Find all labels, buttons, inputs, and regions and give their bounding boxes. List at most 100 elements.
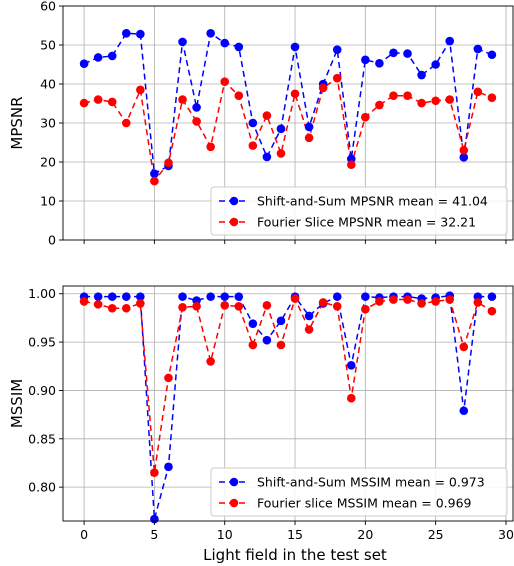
series-line-1	[83, 32, 493, 175]
data-point	[361, 304, 370, 314]
data-point	[136, 29, 145, 39]
data-point	[150, 468, 159, 477]
data-point	[178, 292, 187, 301]
data-point	[248, 340, 258, 350]
data-point	[332, 292, 342, 301]
data-point	[234, 91, 244, 100]
data-point	[403, 91, 412, 100]
data-point	[150, 169, 159, 178]
data-point	[234, 42, 244, 52]
data-point	[417, 70, 426, 80]
data-point	[206, 357, 215, 366]
legend-marker	[229, 477, 239, 487]
data-point	[248, 319, 258, 329]
data-point	[220, 38, 230, 48]
data-point	[389, 295, 398, 304]
data-point	[220, 77, 230, 86]
data-point	[332, 302, 342, 311]
data-point	[304, 122, 314, 132]
data-point	[262, 335, 272, 345]
data-point	[304, 325, 314, 334]
data-point	[417, 98, 426, 108]
data-point	[417, 299, 426, 308]
data-point	[276, 316, 286, 326]
y-tick-label: 30	[40, 116, 56, 131]
data-point	[262, 152, 272, 162]
data-point	[487, 93, 497, 102]
data-point	[220, 301, 230, 310]
x-tick-label: 15	[287, 527, 303, 542]
data-point	[206, 142, 215, 152]
y-axis-title: MSSIM	[8, 379, 26, 428]
data-point	[79, 98, 89, 108]
data-point	[487, 50, 497, 60]
data-point	[375, 59, 384, 68]
y-tick-label: 0.90	[28, 383, 56, 398]
data-point	[79, 59, 89, 69]
x-axis-title: Light field in the test set	[203, 546, 387, 564]
legend	[210, 186, 508, 236]
y-tick-label: 0.85	[28, 431, 56, 446]
data-point	[121, 29, 131, 38]
data-point	[459, 406, 469, 416]
data-point	[164, 373, 173, 383]
y-tick-label: 20	[40, 155, 56, 170]
data-point	[389, 91, 398, 100]
data-point	[459, 153, 469, 162]
data-point	[192, 117, 201, 126]
data-point	[304, 311, 314, 321]
data-point	[431, 297, 440, 306]
y-tick-label: 40	[40, 77, 56, 92]
data-point	[332, 73, 342, 83]
plot-frame	[62, 285, 514, 522]
data-point	[248, 141, 258, 150]
data-point	[234, 302, 244, 311]
data-point	[445, 95, 455, 104]
data-point	[192, 302, 201, 311]
data-point	[487, 306, 497, 316]
legend-label: Fourier Slice MPSNR mean = 32.21	[257, 215, 476, 230]
data-point	[389, 48, 398, 58]
data-point	[431, 96, 440, 106]
data-point	[276, 149, 286, 158]
data-point	[346, 160, 356, 170]
x-tick-label: 5	[150, 527, 158, 542]
data-point	[459, 146, 469, 155]
mpsnr-panel: 0 10 20 30 40 50 60 MPSNR Shift-and-Sum MPSNR me…	[8, 0, 514, 248]
data-point	[93, 292, 103, 301]
data-point	[79, 297, 89, 306]
data-point	[290, 89, 300, 99]
data-point	[375, 100, 384, 110]
data-point	[361, 292, 370, 301]
y-tick-label: 60	[40, 0, 56, 14]
series-line-2	[83, 76, 493, 183]
data-point	[178, 302, 187, 312]
data-point	[107, 303, 117, 313]
y-tick-label: 0.95	[28, 335, 56, 350]
y-tick-label: 10	[40, 194, 56, 209]
data-point	[473, 44, 483, 54]
data-point	[276, 124, 286, 134]
data-point	[332, 45, 342, 54]
data-point	[304, 133, 314, 143]
legend-marker	[229, 498, 239, 508]
data-point	[473, 298, 483, 307]
data-point	[487, 292, 497, 301]
data-point	[93, 300, 103, 309]
data-point	[346, 393, 356, 403]
data-point	[431, 60, 440, 69]
data-point	[107, 292, 117, 301]
data-point	[403, 49, 412, 58]
data-point	[93, 95, 103, 104]
data-point	[93, 53, 103, 62]
data-point	[290, 294, 300, 303]
data-point	[375, 297, 384, 306]
data-point	[220, 292, 230, 301]
x-tick-label: 0	[80, 527, 88, 542]
data-point	[206, 29, 215, 38]
data-point	[121, 118, 131, 128]
y-tick-label: 1.00	[28, 286, 56, 301]
data-point	[107, 97, 117, 107]
data-point	[403, 295, 412, 304]
